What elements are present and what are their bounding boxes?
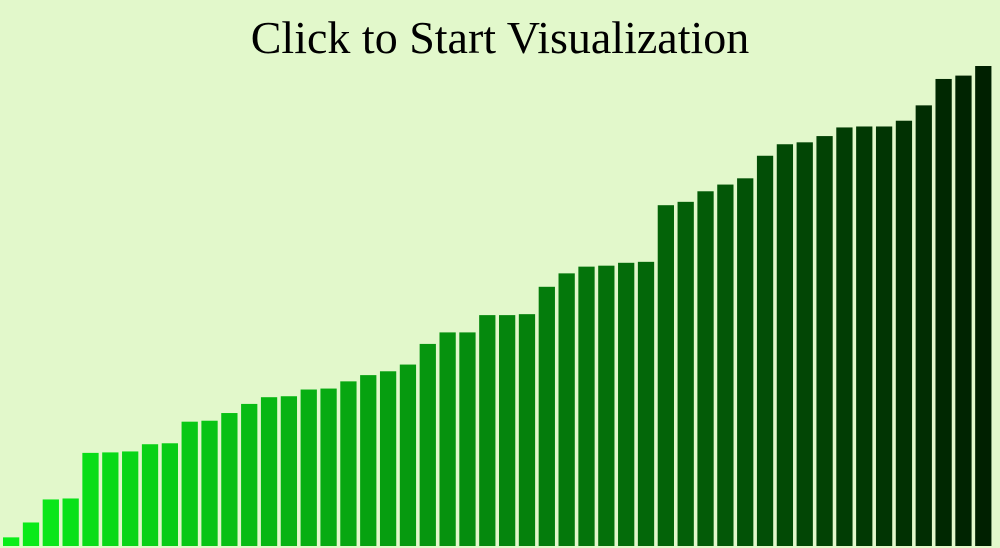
bar xyxy=(578,266,595,546)
bar xyxy=(875,126,893,546)
bar xyxy=(776,144,794,547)
bar xyxy=(459,332,476,546)
bar xyxy=(161,443,178,546)
bar xyxy=(697,191,714,546)
bar xyxy=(538,286,555,546)
bar xyxy=(260,397,278,546)
bar xyxy=(82,452,99,546)
bar xyxy=(915,105,932,547)
bar xyxy=(598,265,615,546)
bar xyxy=(201,420,218,546)
bar xyxy=(657,205,674,546)
start-prompt-title[interactable]: Click to Start Visualization xyxy=(250,12,750,63)
bar xyxy=(221,413,238,546)
bar xyxy=(677,201,694,546)
bar xyxy=(300,389,317,546)
bar xyxy=(42,499,59,546)
bar xyxy=(419,343,436,546)
bar xyxy=(479,315,496,546)
bar xyxy=(737,178,754,546)
bar xyxy=(935,78,952,547)
bar xyxy=(836,127,853,546)
bar xyxy=(816,136,833,546)
bar xyxy=(62,498,79,546)
bar xyxy=(399,364,417,546)
bar xyxy=(955,75,972,546)
bar xyxy=(320,388,337,546)
bar xyxy=(518,314,536,546)
bar xyxy=(122,451,139,546)
bar xyxy=(637,261,655,546)
bar xyxy=(241,403,258,546)
bar xyxy=(3,537,20,546)
bar xyxy=(102,452,119,546)
bar xyxy=(856,126,873,546)
bar xyxy=(379,371,397,546)
bar xyxy=(499,315,516,546)
bar xyxy=(340,381,357,546)
bar xyxy=(975,66,992,546)
bar xyxy=(756,155,774,546)
bar xyxy=(558,273,575,546)
bar xyxy=(439,332,456,546)
bar xyxy=(618,262,635,546)
bar xyxy=(22,522,40,546)
bar xyxy=(717,184,734,546)
bar xyxy=(796,142,813,546)
bar xyxy=(141,444,159,546)
bar xyxy=(280,396,298,546)
bar xyxy=(360,375,377,546)
bar xyxy=(895,120,913,546)
bar xyxy=(181,421,198,546)
